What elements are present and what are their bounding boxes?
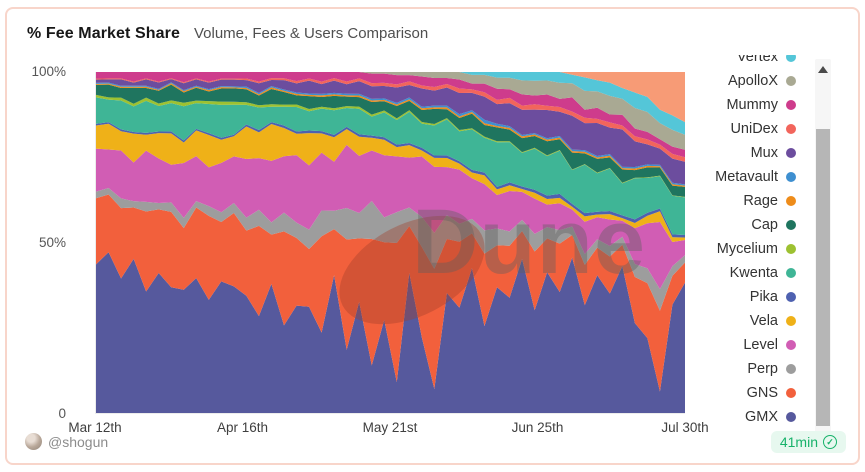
legend-color-dot [786, 196, 796, 206]
area-series-mycelium [96, 94, 685, 198]
x-tick-label: Jun 25th [511, 420, 564, 435]
legend-item-label: UniDex [730, 121, 778, 137]
area-series-level [96, 144, 685, 290]
legend-item-label: GNS [746, 385, 778, 401]
legend-item-mycelium[interactable]: Mycelium [715, 237, 796, 261]
legend-item-vela[interactable]: Vela [715, 309, 796, 333]
legend-item-label: Vertex [736, 55, 778, 65]
area-series-kwenta [96, 97, 685, 236]
author-link[interactable]: @shogun [25, 433, 108, 450]
verified-check-icon: ✓ [823, 435, 837, 449]
legend-item-rage[interactable]: Rage [715, 189, 796, 213]
legend-color-dot [786, 100, 796, 110]
y-tick-label: 50% [38, 235, 66, 250]
legend-color-dot [786, 76, 796, 86]
legend-item-label: Mux [750, 145, 778, 161]
freshness-label: 41min [779, 434, 818, 450]
freshness-badge[interactable]: 41min ✓ [770, 431, 846, 453]
legend-item-mummy[interactable]: Mummy [715, 93, 796, 117]
legend-item-label: Rage [743, 193, 778, 209]
chart-subtitle: Volume, Fees & Users Comparison [193, 25, 429, 42]
legend-color-dot [786, 364, 796, 374]
legend-color-dot [786, 124, 796, 134]
legend-color-dot [786, 340, 796, 350]
area-series-gns [96, 194, 685, 392]
area-series-unlabeled [96, 72, 685, 123]
legend-item-label: Metavault [715, 169, 778, 185]
area-series-perp [96, 188, 685, 311]
legend-color-dot [786, 148, 796, 158]
x-tick-label: Mar 12th [68, 420, 122, 435]
y-tick-label: 100% [31, 64, 66, 79]
legend-item-metavault[interactable]: Metavault [715, 165, 796, 189]
legend-color-dot [786, 55, 796, 62]
y-tick-label: 0 [58, 406, 66, 421]
legend-item-label: Cap [751, 217, 778, 233]
plot-area[interactable]: Dune [95, 72, 685, 414]
legend-color-dot [786, 220, 796, 230]
legend: Vertex ApolloX Mummy UniDex Mux Metavault Rage… [715, 55, 796, 435]
author-avatar[interactable] [25, 433, 42, 450]
legend-item-mux[interactable]: Mux [715, 141, 796, 165]
legend-item-pika[interactable]: Pika [715, 285, 796, 309]
legend-color-dot [786, 172, 796, 182]
legend-item-label: Level [743, 337, 778, 353]
legend-item-label: Mycelium [716, 241, 778, 257]
legend-item-label: ApolloX [728, 73, 778, 89]
chart-header: % Fee Market Share Volume, Fees & Users … [27, 25, 428, 43]
area-series-mux [96, 79, 685, 185]
legend-color-dot [786, 292, 796, 302]
area-series-apollox [96, 72, 685, 150]
legend-item-cap[interactable]: Cap [715, 213, 796, 237]
x-tick-label: May 21st [362, 420, 418, 435]
legend-item-label: Kwenta [729, 265, 778, 281]
scroll-up-arrow-icon[interactable] [815, 61, 831, 77]
legend-color-dot [786, 244, 796, 254]
scrollbar-thumb[interactable] [816, 129, 830, 426]
x-tick-label: Apr 16th [216, 420, 269, 435]
legend-item-label: Perp [747, 361, 778, 377]
chart-card: % Fee Market Share Volume, Fees & Users … [5, 7, 860, 465]
legend-item-level[interactable]: Level [715, 333, 796, 357]
legend-item-label: Vela [749, 313, 778, 329]
legend-color-dot [786, 268, 796, 278]
legend-list: Vertex ApolloX Mummy UniDex Mux Metavault Rage… [715, 55, 796, 429]
legend-color-dot [786, 388, 796, 398]
legend-item-perp[interactable]: Perp [715, 357, 796, 381]
area-series-gmx [96, 252, 685, 413]
legend-item-gmx[interactable]: GMX [715, 405, 796, 429]
stacked-area-chart[interactable] [96, 72, 685, 413]
legend-item-label: Mummy [726, 97, 778, 113]
legend-item-unidex[interactable]: UniDex [715, 117, 796, 141]
legend-item-label: Pika [749, 289, 778, 305]
author-handle: @shogun [48, 433, 109, 450]
legend-item-kwenta[interactable]: Kwenta [715, 261, 796, 285]
legend-color-dot [786, 412, 796, 422]
legend-item-label: GMX [744, 409, 778, 425]
legend-color-dot [786, 316, 796, 326]
area-series-vela [96, 123, 685, 243]
legend-item-gns[interactable]: GNS [715, 381, 796, 405]
area-series-cap [96, 84, 685, 197]
legend-item-apollox[interactable]: ApolloX [715, 69, 796, 93]
legend-item-vertex[interactable]: Vertex [715, 55, 796, 69]
area-series-mummy [96, 72, 685, 158]
legend-scrollbar[interactable] [815, 59, 831, 451]
chart-title: % Fee Market Share [27, 25, 180, 42]
x-tick-label: Jul 30th [661, 420, 709, 435]
